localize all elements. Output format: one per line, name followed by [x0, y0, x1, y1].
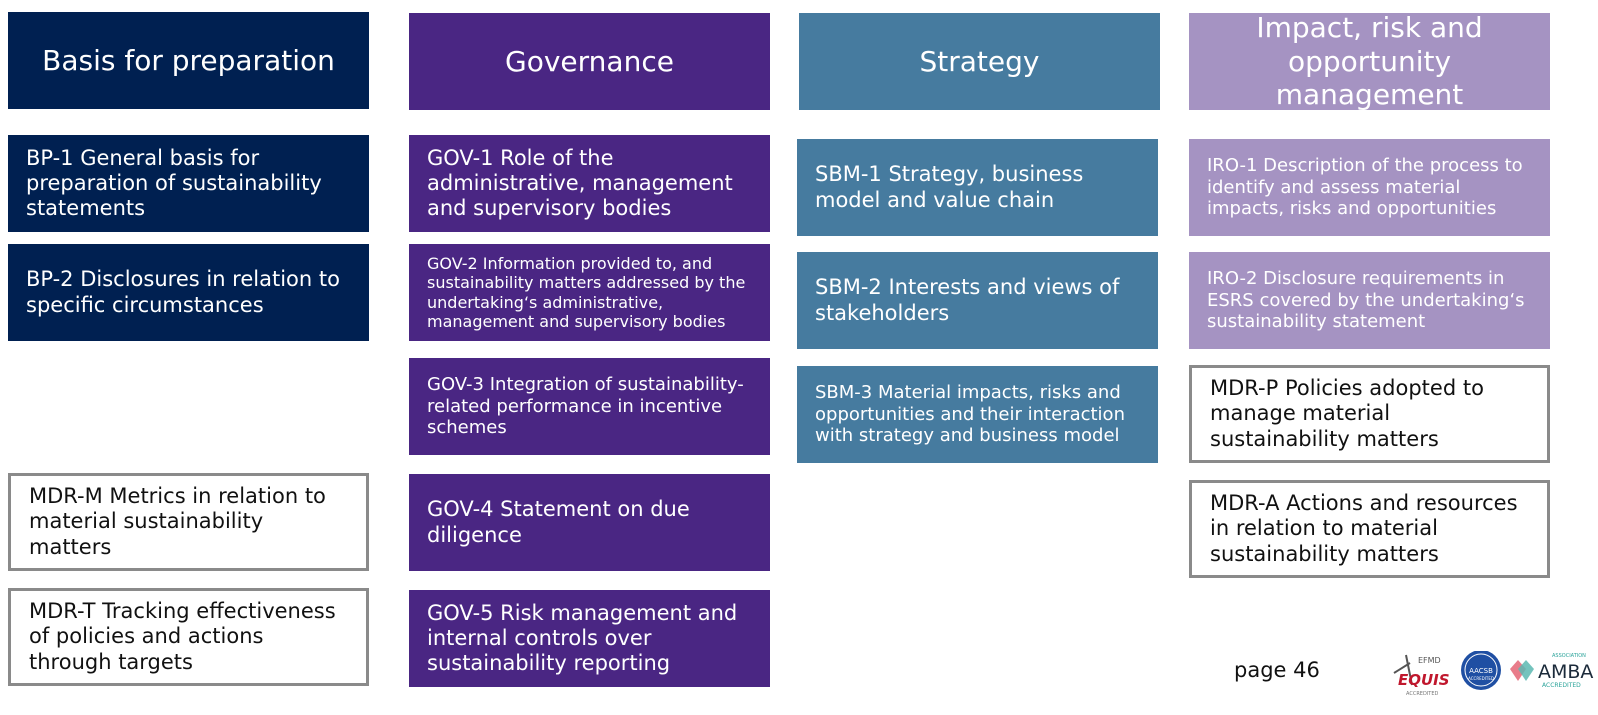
card-iro-1: IRO-1 Description of the process to iden…: [1189, 139, 1550, 236]
page-number: page 46: [1234, 658, 1320, 682]
card-gov-5: GOV-5 Risk management and internal contr…: [409, 590, 770, 687]
card-gov-2: GOV-2 Information provided to, and susta…: [409, 244, 770, 341]
card-sbm-1: SBM-1 Strategy, business model and value…: [797, 139, 1158, 236]
accreditation-logos: EFMD EQUIS ACCREDITED AACSB ACCREDITED A…: [1392, 651, 1598, 711]
amba-accredited-label: ACCREDITED: [1542, 682, 1581, 689]
amba-logo: ASSOCIATION AMBA ACCREDITED: [1510, 653, 1593, 689]
aacsb-label: AACSB: [1469, 667, 1493, 675]
card-gov-1: GOV-1 Role of the administrative, manage…: [409, 135, 770, 232]
card-mdr-m: MDR-M Metrics in relation to material su…: [8, 473, 369, 571]
card-gov-4: GOV-4 Statement on due diligence: [409, 474, 770, 571]
aacsb-seal-icon: [1461, 651, 1501, 690]
card-mdr-a: MDR-A Actions and resources in relation …: [1189, 480, 1550, 578]
amba-association-label: ASSOCIATION: [1552, 653, 1586, 659]
accreditation-logos-graphic: EFMD EQUIS ACCREDITED AACSB ACCREDITED A…: [1393, 651, 1593, 697]
header-impact-risk-opportunity-management: Impact, risk and opportunity management: [1189, 11, 1550, 111]
card-gov-3: GOV-3 Integration of sustainability-rela…: [409, 358, 770, 455]
card-mdr-t: MDR-T Tracking effectiveness of policies…: [8, 588, 369, 686]
card-bp-1: BP-1 General basis for preparation of su…: [8, 135, 369, 232]
card-sbm-3: SBM-3 Material impacts, risks and opport…: [797, 366, 1158, 463]
equis-accredited-label: ACCREDITED: [1406, 691, 1438, 697]
header-governance: Governance: [409, 13, 770, 110]
amba-label: AMBA: [1538, 661, 1593, 683]
card-sbm-2: SBM-2 Interests and views of stakeholder…: [797, 252, 1158, 349]
equis-logo: EFMD EQUIS ACCREDITED: [1393, 654, 1450, 697]
efmd-label: EFMD: [1418, 656, 1441, 665]
equis-label: EQUIS: [1398, 671, 1450, 689]
header-strategy: Strategy: [799, 13, 1160, 110]
aacsb-accredited-label: ACCREDITED: [1468, 676, 1494, 681]
card-iro-2: IRO-2 Disclosure requirements in ESRS co…: [1189, 252, 1550, 349]
header-basis-for-preparation: Basis for preparation: [8, 12, 369, 109]
aacsb-logo: AACSB ACCREDITED: [1461, 651, 1501, 690]
equis-swoosh-icon: [1393, 654, 1413, 686]
card-bp-2: BP-2 Disclosures in relation to specific…: [8, 244, 369, 341]
card-mdr-p: MDR-P Policies adopted to manage materia…: [1189, 365, 1550, 463]
